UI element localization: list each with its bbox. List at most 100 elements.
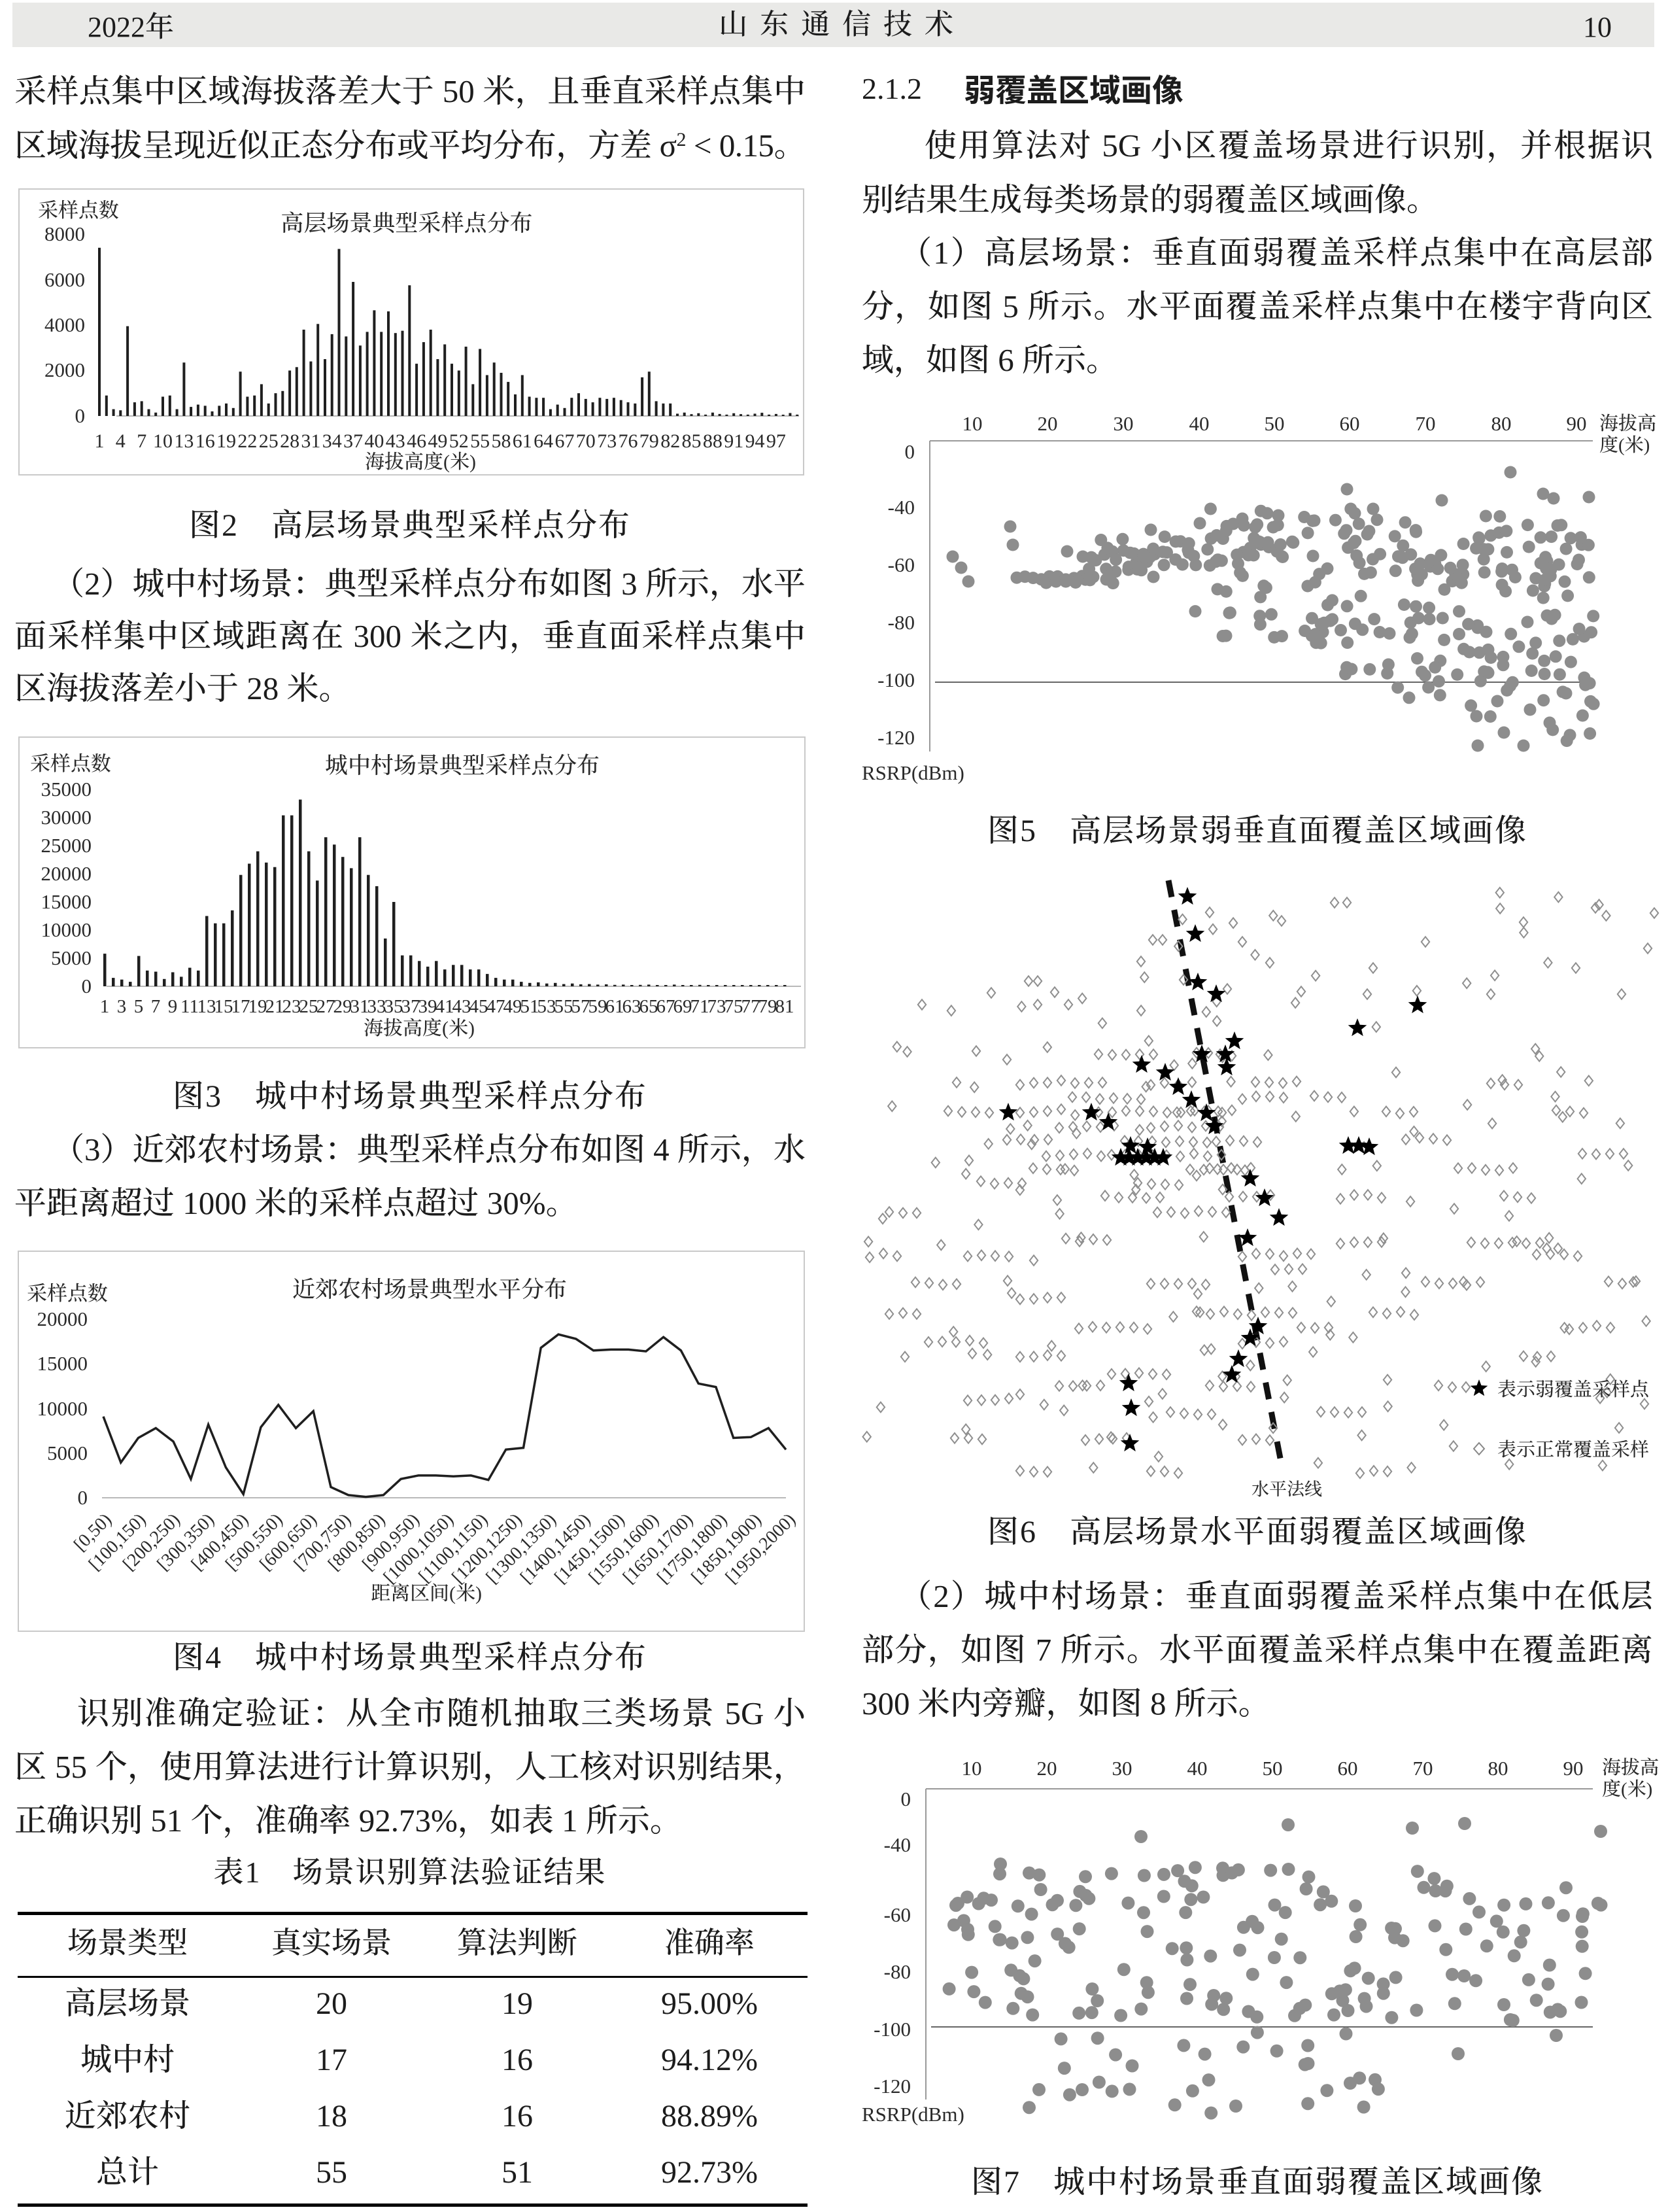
svg-text:58: 58 — [492, 430, 511, 452]
svg-text:25: 25 — [299, 996, 318, 1017]
svg-text:37: 37 — [343, 430, 363, 452]
svg-text:度(米): 度(米) — [1599, 435, 1650, 456]
svg-text:55: 55 — [554, 996, 573, 1017]
svg-text:30: 30 — [1114, 412, 1134, 435]
svg-text:2000: 2000 — [44, 358, 85, 381]
svg-text:46: 46 — [407, 430, 426, 452]
svg-text:50: 50 — [1263, 1757, 1283, 1780]
svg-text:城中村场景典型采样点分布: 城中村场景典型采样点分布 — [325, 753, 600, 778]
svg-text:60: 60 — [1338, 1757, 1358, 1780]
svg-text:35000: 35000 — [41, 778, 92, 801]
svg-text:63: 63 — [622, 996, 641, 1017]
svg-text:34: 34 — [322, 430, 342, 452]
svg-text:71: 71 — [690, 996, 709, 1017]
svg-text:7: 7 — [151, 996, 161, 1017]
svg-text:30: 30 — [1112, 1757, 1132, 1780]
svg-text:40: 40 — [364, 430, 384, 452]
svg-text:55: 55 — [470, 430, 490, 452]
svg-text:13: 13 — [197, 996, 216, 1017]
svg-text:31: 31 — [301, 430, 320, 452]
svg-text:61: 61 — [513, 430, 532, 452]
svg-text:10: 10 — [153, 430, 173, 452]
svg-text:4000: 4000 — [44, 313, 85, 336]
svg-text:29: 29 — [333, 996, 352, 1017]
svg-text:40: 40 — [1189, 412, 1210, 435]
svg-text:90: 90 — [1567, 412, 1587, 435]
svg-text:19: 19 — [248, 996, 267, 1017]
svg-text:表示弱覆盖采样点: 表示弱覆盖采样点 — [1497, 1379, 1649, 1400]
svg-text:0: 0 — [75, 404, 86, 427]
svg-text:73: 73 — [707, 996, 726, 1017]
svg-text:76: 76 — [619, 430, 638, 452]
svg-text:-120: -120 — [877, 726, 915, 749]
svg-text:-100: -100 — [874, 2018, 911, 2041]
svg-text:9: 9 — [168, 996, 178, 1017]
svg-text:82: 82 — [660, 430, 680, 452]
svg-text:11: 11 — [180, 996, 199, 1017]
svg-text:20000: 20000 — [41, 862, 92, 885]
svg-text:表示正常覆盖采样: 表示正常覆盖采样 — [1497, 1440, 1649, 1460]
svg-text:20: 20 — [1037, 1757, 1057, 1780]
svg-text:-40: -40 — [888, 496, 915, 519]
svg-text:45: 45 — [469, 996, 488, 1017]
svg-text:79: 79 — [639, 430, 659, 452]
svg-text:0: 0 — [78, 1486, 88, 1509]
svg-text:39: 39 — [418, 996, 437, 1017]
svg-text:10: 10 — [962, 1757, 982, 1780]
svg-text:61: 61 — [605, 996, 624, 1017]
svg-text:49: 49 — [503, 996, 522, 1017]
svg-text:59: 59 — [588, 996, 607, 1017]
svg-text:1: 1 — [100, 996, 110, 1017]
svg-text:70: 70 — [1416, 412, 1436, 435]
svg-text:高层场景典型采样点分布: 高层场景典型采样点分布 — [281, 211, 532, 236]
svg-text:8000: 8000 — [44, 222, 85, 245]
svg-text:15000: 15000 — [37, 1352, 88, 1375]
svg-text:49: 49 — [428, 430, 447, 452]
svg-text:15000: 15000 — [41, 890, 92, 913]
svg-text:85: 85 — [682, 430, 702, 452]
svg-text:52: 52 — [449, 430, 469, 452]
svg-text:50: 50 — [1265, 412, 1285, 435]
svg-text:30000: 30000 — [41, 806, 92, 829]
svg-text:80: 80 — [1488, 1757, 1508, 1780]
svg-text:-40: -40 — [884, 1833, 911, 1856]
svg-text:4: 4 — [116, 430, 126, 452]
svg-text:海拔高: 海拔高 — [1599, 413, 1656, 434]
svg-text:57: 57 — [571, 996, 590, 1017]
svg-text:35: 35 — [384, 996, 403, 1017]
svg-text:23: 23 — [282, 996, 301, 1017]
svg-text:73: 73 — [597, 430, 617, 452]
svg-text:海拔高度(米): 海拔高度(米) — [364, 1018, 475, 1039]
svg-text:20: 20 — [1038, 412, 1058, 435]
svg-text:80: 80 — [1491, 412, 1512, 435]
svg-text:10000: 10000 — [37, 1397, 88, 1420]
svg-text:97: 97 — [766, 430, 786, 452]
svg-text:13: 13 — [174, 430, 194, 452]
svg-text:43: 43 — [452, 996, 471, 1017]
svg-text:采样点数: 采样点数 — [38, 199, 119, 222]
svg-text:-100: -100 — [877, 668, 915, 691]
svg-text:47: 47 — [486, 996, 505, 1017]
svg-text:16: 16 — [196, 430, 215, 452]
svg-text:25: 25 — [259, 430, 279, 452]
svg-text:51: 51 — [520, 996, 539, 1017]
svg-text:77: 77 — [741, 996, 760, 1017]
svg-text:79: 79 — [758, 996, 777, 1017]
svg-text:53: 53 — [537, 996, 556, 1017]
svg-text:距离区间(米): 距离区间(米) — [371, 1583, 482, 1604]
svg-text:度(米): 度(米) — [1602, 1779, 1652, 1800]
svg-text:21: 21 — [265, 996, 284, 1017]
svg-text:31: 31 — [350, 996, 369, 1017]
svg-text:15: 15 — [214, 996, 233, 1017]
svg-text:40: 40 — [1187, 1757, 1208, 1780]
svg-text:25000: 25000 — [41, 834, 92, 857]
svg-text:43: 43 — [386, 430, 405, 452]
svg-text:5000: 5000 — [47, 1442, 88, 1464]
svg-text:-60: -60 — [888, 553, 915, 576]
svg-text:65: 65 — [639, 996, 658, 1017]
svg-text:近郊农村场景典型水平分布: 近郊农村场景典型水平分布 — [292, 1277, 567, 1302]
svg-text:3: 3 — [117, 996, 127, 1017]
svg-text:7: 7 — [137, 430, 146, 452]
svg-text:81: 81 — [775, 996, 794, 1017]
svg-text:-60: -60 — [884, 1903, 911, 1926]
